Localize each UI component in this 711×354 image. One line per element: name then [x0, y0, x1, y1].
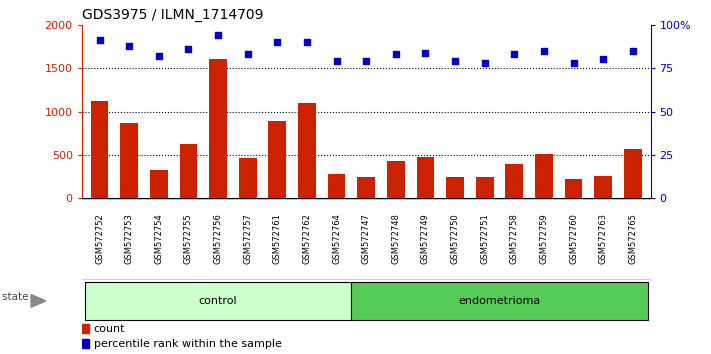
- Text: GSM572765: GSM572765: [629, 213, 637, 264]
- Bar: [535, 154, 552, 198]
- Text: GSM572754: GSM572754: [154, 213, 164, 264]
- Point: [597, 57, 609, 62]
- Point: [538, 48, 550, 53]
- Point: [272, 39, 283, 45]
- Bar: [417, 158, 434, 198]
- Text: disease state: disease state: [0, 292, 28, 302]
- Text: GSM572752: GSM572752: [95, 213, 104, 264]
- Text: GDS3975 / ILMN_1714709: GDS3975 / ILMN_1714709: [82, 8, 263, 22]
- Text: GSM572753: GSM572753: [124, 213, 134, 264]
- Bar: [90, 101, 108, 198]
- Bar: [447, 177, 464, 198]
- Bar: [82, 324, 89, 333]
- Bar: [476, 177, 493, 198]
- Polygon shape: [31, 295, 46, 307]
- Text: GSM572749: GSM572749: [421, 213, 430, 264]
- Text: endometrioma: endometrioma: [459, 296, 540, 306]
- Text: control: control: [199, 296, 237, 306]
- Bar: [298, 103, 316, 198]
- Bar: [179, 144, 198, 198]
- Bar: [594, 176, 612, 198]
- Bar: [120, 123, 138, 198]
- Point: [94, 38, 105, 43]
- Point: [419, 50, 431, 55]
- Bar: [328, 174, 346, 198]
- Point: [331, 58, 342, 64]
- Text: GSM572756: GSM572756: [213, 213, 223, 264]
- Bar: [565, 179, 582, 198]
- Point: [479, 60, 491, 66]
- Text: GSM572763: GSM572763: [599, 213, 608, 264]
- Text: GSM572758: GSM572758: [510, 213, 519, 264]
- Bar: [269, 121, 286, 198]
- Text: GSM572751: GSM572751: [480, 213, 489, 264]
- Point: [449, 58, 461, 64]
- Text: GSM572757: GSM572757: [243, 213, 252, 264]
- Point: [301, 39, 313, 45]
- Text: GSM572759: GSM572759: [540, 213, 548, 264]
- Bar: [506, 164, 523, 198]
- Point: [213, 32, 224, 38]
- Text: percentile rank within the sample: percentile rank within the sample: [94, 339, 282, 349]
- Point: [242, 51, 253, 57]
- Point: [124, 43, 135, 48]
- Text: GSM572764: GSM572764: [332, 213, 341, 264]
- Text: GSM572747: GSM572747: [362, 213, 370, 264]
- Bar: [82, 339, 89, 348]
- Text: GSM572755: GSM572755: [184, 213, 193, 264]
- Text: GSM572762: GSM572762: [302, 213, 311, 264]
- Point: [568, 60, 579, 66]
- Bar: [239, 158, 257, 198]
- Point: [390, 51, 402, 57]
- Text: GSM572761: GSM572761: [273, 213, 282, 264]
- Text: GSM572750: GSM572750: [451, 213, 459, 264]
- Bar: [387, 161, 405, 198]
- Point: [508, 51, 520, 57]
- Point: [360, 58, 372, 64]
- Bar: [357, 177, 375, 198]
- Point: [183, 46, 194, 52]
- Text: GSM572748: GSM572748: [391, 213, 400, 264]
- Bar: [624, 149, 642, 198]
- Bar: [209, 59, 227, 198]
- Bar: [85, 282, 351, 320]
- Text: count: count: [94, 324, 125, 334]
- Bar: [150, 171, 168, 198]
- Point: [627, 48, 638, 53]
- Bar: [351, 282, 648, 320]
- Text: GSM572760: GSM572760: [569, 213, 578, 264]
- Point: [153, 53, 164, 59]
